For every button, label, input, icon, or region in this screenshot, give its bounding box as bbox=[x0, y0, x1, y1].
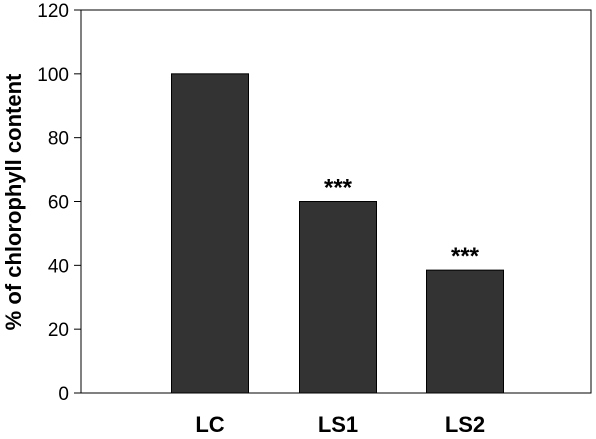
y-tick-label: 60 bbox=[48, 193, 69, 214]
y-tick-label: 0 bbox=[58, 384, 69, 405]
x-tick-label: LC bbox=[195, 412, 224, 437]
significance-label: *** bbox=[451, 243, 480, 270]
y-axis: 0 20 40 60 80 100 120 bbox=[37, 1, 81, 405]
y-axis-title: % of chlorophyll content bbox=[1, 73, 26, 330]
significance-label: *** bbox=[324, 175, 353, 202]
y-tick-label: 80 bbox=[48, 129, 69, 150]
x-tick-label: LS1 bbox=[318, 412, 358, 437]
x-tick-label: LS2 bbox=[445, 412, 485, 437]
bar-ls1 bbox=[299, 201, 377, 394]
significance-labels: *** *** bbox=[324, 175, 480, 271]
y-tick-label: 40 bbox=[48, 256, 69, 277]
bar-lc bbox=[171, 73, 249, 394]
bars bbox=[171, 73, 504, 394]
y-tick-label: 20 bbox=[48, 320, 69, 341]
y-tick-label: 100 bbox=[37, 65, 69, 86]
bar-ls2 bbox=[426, 269, 504, 394]
x-axis: LC LS1 LS2 bbox=[195, 412, 485, 437]
y-tick-label: 120 bbox=[37, 1, 69, 22]
